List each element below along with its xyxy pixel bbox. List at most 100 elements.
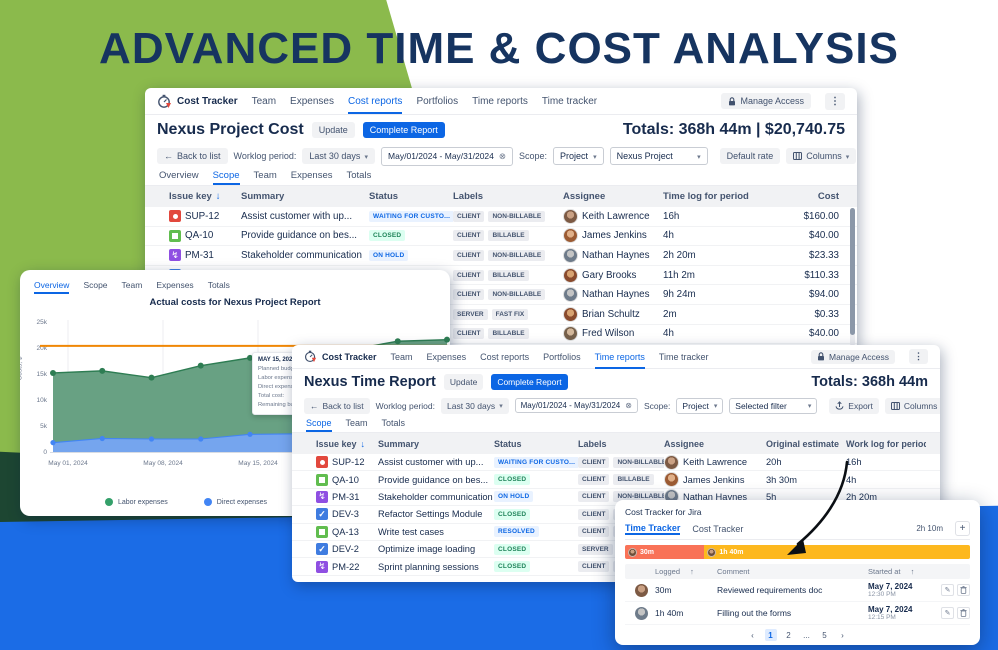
bar-segment[interactable]: 30m <box>625 545 705 559</box>
tab-totals[interactable]: Totals <box>346 170 372 181</box>
table-row[interactable]: SERVER FAST FIX Brian Schultz 2m $0.33 <box>145 305 857 325</box>
columns-icon <box>793 152 803 160</box>
nav-portfolios[interactable]: Portfolios <box>416 95 459 107</box>
table-row[interactable]: SUP-12 Assist customer with up... WAITIN… <box>292 454 940 472</box>
columns-button[interactable]: Columns▾ <box>884 397 940 414</box>
nav-expenses[interactable]: Expenses <box>290 95 334 107</box>
nav-time-reports[interactable]: Time reports <box>594 351 646 369</box>
tab-scope[interactable]: Scope <box>306 418 332 432</box>
app-nav-bar: Cost Tracker Team Expenses Cost reports … <box>145 88 857 115</box>
export-button[interactable]: Export <box>829 397 879 414</box>
columns-button[interactable]: Columns▾ <box>786 148 857 164</box>
report-title: Nexus Time Report <box>304 374 436 390</box>
prev-page-button[interactable]: ‹ <box>751 630 754 640</box>
status-badge: CLOSED <box>494 561 531 573</box>
sort-asc-icon[interactable]: ↑ <box>910 567 915 576</box>
date-range-input[interactable]: May/01/2024 - May/31/2024 ⊗ <box>381 146 514 166</box>
nav-time-reports[interactable]: Time reports <box>472 95 528 107</box>
brand[interactable]: Cost Tracker <box>304 350 377 363</box>
tab-scope[interactable]: Scope <box>83 280 108 290</box>
scope-label: Scope: <box>643 400 671 411</box>
update-button[interactable]: Update <box>311 122 355 138</box>
table-row[interactable]: CLIENT BILLABLE Fred Wilson 4h $40.00 <box>145 325 857 345</box>
nav-cost-reports[interactable]: Cost reports <box>347 95 403 114</box>
nav-cost-reports[interactable]: Cost reports <box>480 351 530 362</box>
tab-overview[interactable]: Overview <box>159 170 199 181</box>
add-worklog-button[interactable]: + <box>955 521 970 536</box>
kebab-menu[interactable]: ⋮ <box>909 349 928 364</box>
back-to-list-button[interactable]: ← Back to list <box>304 397 370 414</box>
bar-segment[interactable]: 1h 40m <box>704 545 970 559</box>
nav-expenses[interactable]: Expenses <box>426 351 467 362</box>
update-button[interactable]: Update <box>443 374 484 390</box>
period-dropdown[interactable]: Last 30 days ▾ <box>302 148 376 164</box>
nav-team[interactable]: Team <box>251 95 277 107</box>
tab-team[interactable]: Team <box>345 418 368 428</box>
page-5[interactable]: 5 <box>822 630 827 640</box>
table-row[interactable]: ↯ PM-31 Stakeholder communication ON HOLD… <box>145 246 857 266</box>
tab-expenses[interactable]: Expenses <box>156 280 194 290</box>
page-1[interactable]: 1 <box>764 629 777 641</box>
tab-expenses[interactable]: Expenses <box>290 170 333 181</box>
tab-totals[interactable]: Totals <box>207 280 230 290</box>
brand[interactable]: Cost Tracker <box>157 94 238 109</box>
scope-value-select[interactable]: Nexus Project ▾ <box>609 147 708 165</box>
avatar <box>563 228 578 244</box>
worklog-row[interactable]: 1h 40m Filling out the forms May 7, 2024… <box>625 602 970 625</box>
sort-desc-icon[interactable]: ↓ <box>215 191 221 202</box>
worklog-row[interactable]: 30m Reviewed requirements doc May 7, 202… <box>625 579 970 602</box>
clear-icon[interactable]: ⊗ <box>625 401 632 410</box>
task-icon: ✓ <box>316 508 328 521</box>
avatar <box>707 547 717 557</box>
complete-report-button[interactable]: Complete Report <box>362 122 445 138</box>
scope-type-select[interactable]: Project ▾ <box>553 147 604 165</box>
time-distribution-bar[interactable]: 30m 1h 40m <box>625 545 970 559</box>
avatar <box>563 306 578 322</box>
table-row[interactable]: CLIENT NON-BILLABLE Nathan Haynes 9h 24m … <box>145 285 857 305</box>
table-row[interactable]: QA-10 Provide guidance on bes... CLOSED … <box>292 471 940 489</box>
sort-asc-icon[interactable]: ↑ <box>690 567 694 576</box>
svg-text:5k: 5k <box>40 423 48 430</box>
pagination: ‹ 1 2 ... 5 › <box>625 629 970 641</box>
manage-access-button[interactable]: Manage Access <box>721 93 811 109</box>
nav-team[interactable]: Team <box>390 351 413 362</box>
tab-scope[interactable]: Scope <box>213 170 240 185</box>
table-row[interactable]: SUP-12 Assist customer with up... WAITIN… <box>145 207 857 227</box>
clear-icon[interactable]: ⊗ <box>498 150 507 161</box>
back-to-list-button[interactable]: ← Back to list <box>157 148 228 164</box>
popup-tabs: Time Tracker Cost Tracker 2h 10m + <box>625 521 970 540</box>
status-badge: WAITING FOR CUSTO... <box>369 210 453 222</box>
vertical-scrollbar[interactable] <box>850 208 855 346</box>
tab-time-tracker[interactable]: Time Tracker <box>625 522 681 533</box>
manage-access-button[interactable]: Manage Access <box>810 349 895 364</box>
edit-worklog-button[interactable]: ✎ <box>941 607 954 619</box>
tab-team[interactable]: Team <box>253 170 277 181</box>
task-icon: ✓ <box>316 543 328 556</box>
tab-overview[interactable]: Overview <box>34 280 69 294</box>
next-page-button[interactable]: › <box>841 630 844 640</box>
tab-team[interactable]: Team <box>121 280 143 290</box>
default-rate-button[interactable]: Default rate <box>719 148 781 164</box>
delete-worklog-button[interactable] <box>957 607 970 619</box>
nav-portfolios[interactable]: Portfolios <box>543 351 581 362</box>
status-badge: CLOSED <box>494 508 531 520</box>
table-row[interactable]: QA-10 Provide guidance on bes... CLOSED … <box>145 227 857 247</box>
date-range-input[interactable]: May/01/2024 - May/31/2024 ⊗ <box>514 398 638 413</box>
tab-totals[interactable]: Totals <box>381 418 406 428</box>
nav-time-tracker[interactable]: Time tracker <box>658 351 709 362</box>
report-title-row: Nexus Project Cost Update Complete Repor… <box>145 115 857 145</box>
edit-worklog-button[interactable]: ✎ <box>941 584 954 596</box>
page-2[interactable]: 2 <box>786 630 791 640</box>
filter-select[interactable]: Selected filter ▾ <box>729 397 818 414</box>
kebab-menu[interactable]: ⋮ <box>825 92 845 110</box>
worklog-header: Logged ↑ Comment Started at ↑ <box>625 564 970 579</box>
nav-time-tracker[interactable]: Time tracker <box>541 95 598 107</box>
sort-desc-icon[interactable]: ↓ <box>360 438 366 449</box>
complete-report-button[interactable]: Complete Report <box>491 374 568 390</box>
back-arrow-icon: ← <box>164 151 173 161</box>
tab-cost-tracker[interactable]: Cost Tracker <box>692 523 744 534</box>
scope-type-select[interactable]: Project ▾ <box>676 397 724 414</box>
delete-worklog-button[interactable] <box>957 584 970 596</box>
avatar <box>563 287 578 303</box>
period-dropdown[interactable]: Last 30 days ▾ <box>440 397 509 414</box>
